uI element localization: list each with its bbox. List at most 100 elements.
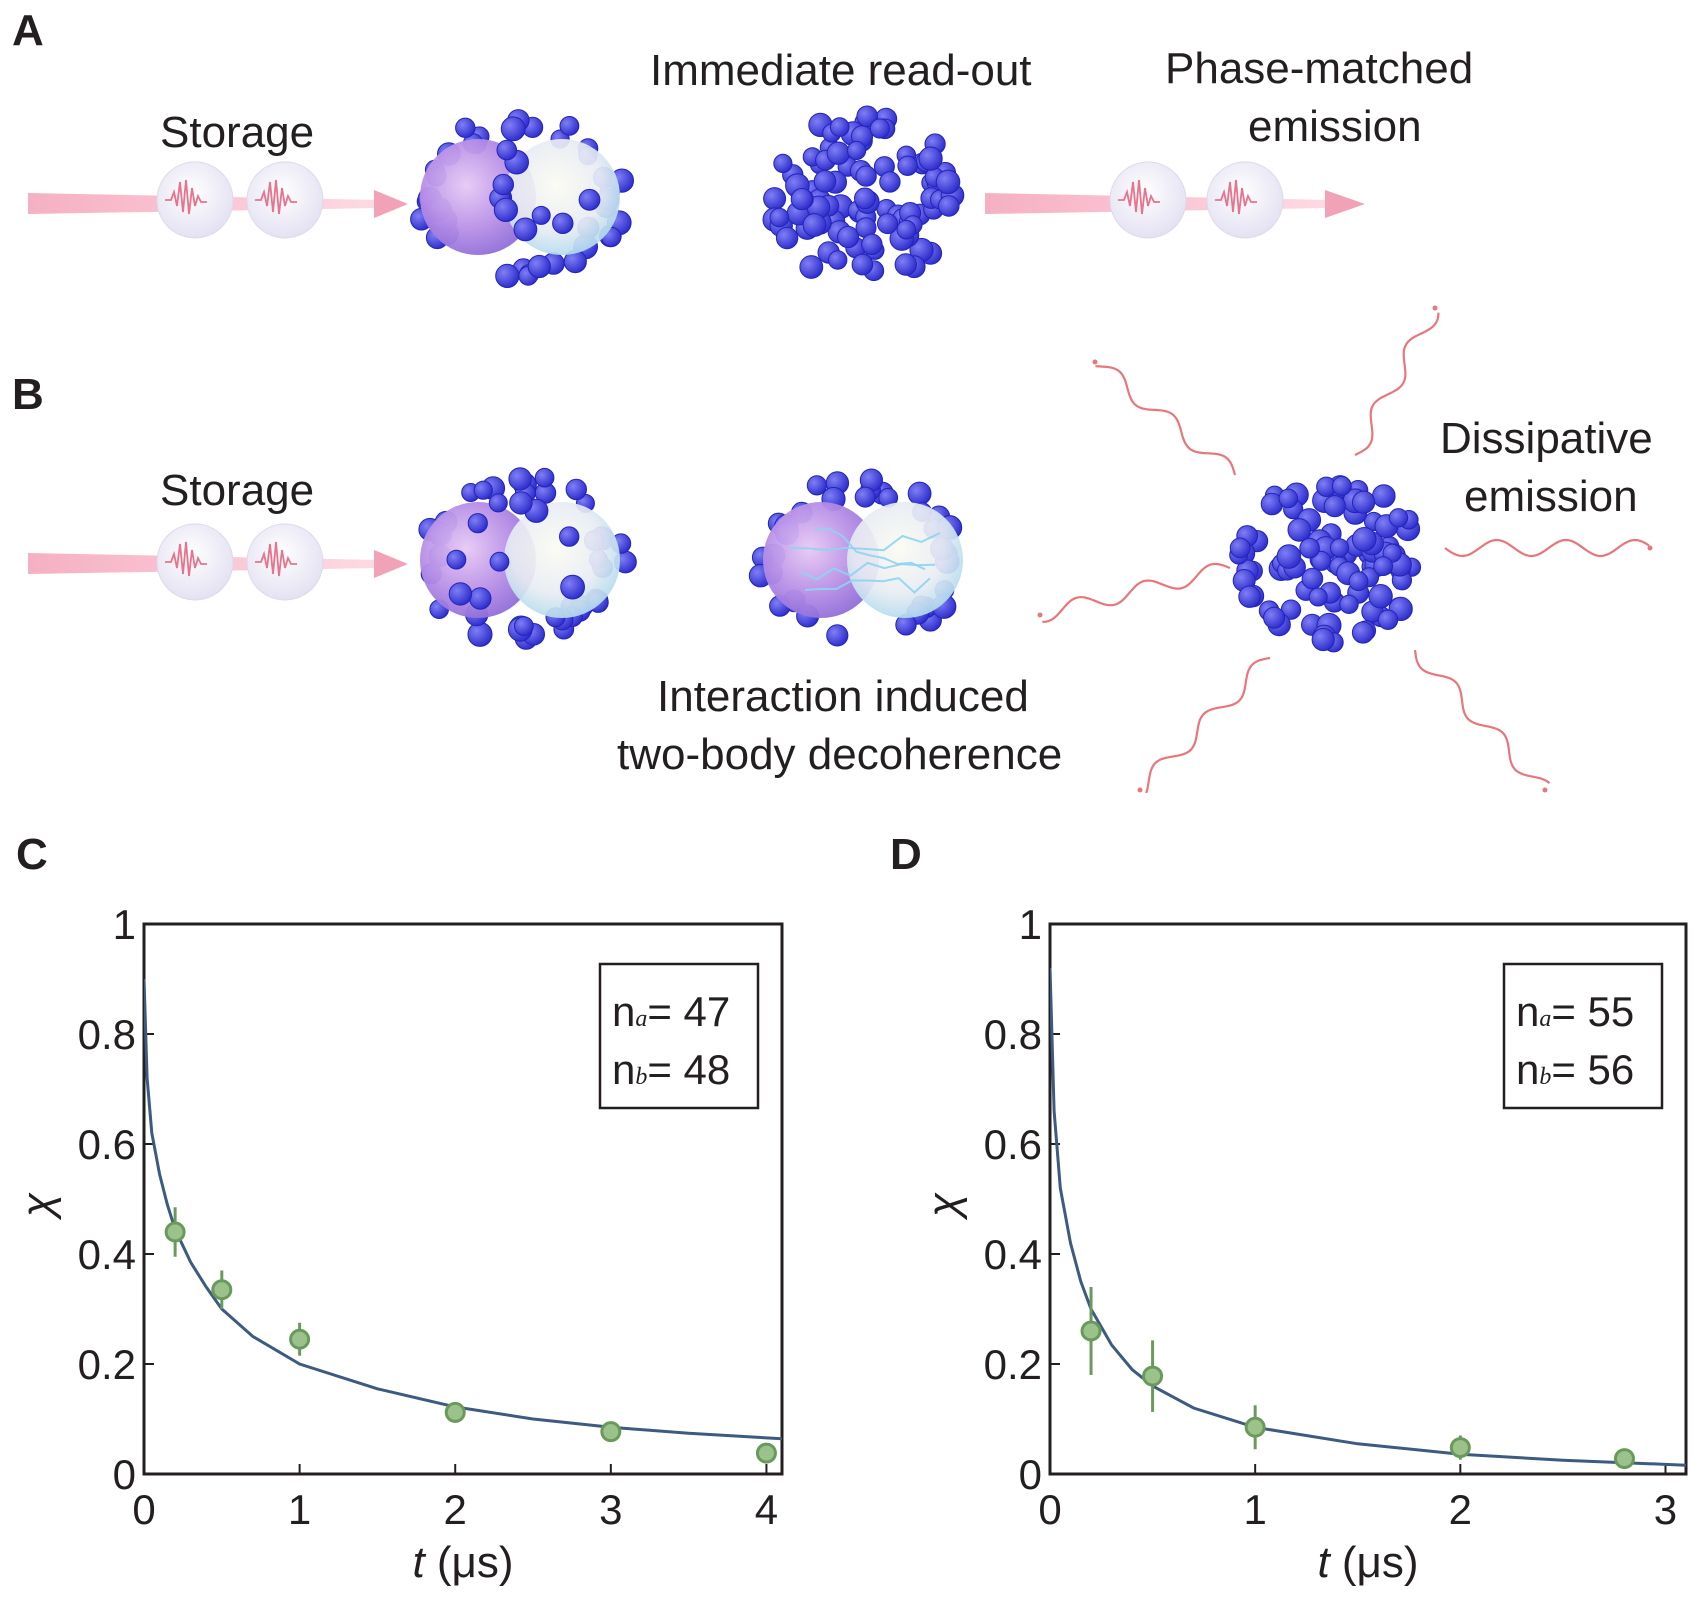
legend-box (1502, 962, 1664, 1110)
y-tick-label: 0.4 (78, 1231, 136, 1278)
atom (488, 493, 508, 513)
atom (1299, 537, 1320, 559)
atom (489, 551, 510, 572)
atom (1278, 488, 1299, 509)
plot-frame (142, 922, 784, 1476)
b-atom-cloud-dissipating (1229, 475, 1422, 653)
data-point (1449, 1437, 1471, 1459)
label-b-dissipative-2: emission (1464, 472, 1638, 521)
data-point (164, 1221, 186, 1243)
atom (1372, 484, 1396, 508)
x-tick-label: 4 (755, 1486, 778, 1533)
plot-frame (1048, 922, 1688, 1476)
legend-box (598, 962, 760, 1110)
atom (763, 187, 787, 211)
label-a-phase-1: Phase-matched (1165, 44, 1474, 93)
atom (790, 188, 813, 211)
b-atom-cloud-interacting (748, 468, 963, 647)
atom (837, 225, 860, 249)
panel-letter-c: C (16, 830, 48, 879)
panel-letter-a: A (12, 6, 44, 55)
atom (495, 263, 520, 288)
data-point (1244, 1416, 1266, 1438)
label-b-interaction-2: two-body decoherence (617, 730, 1063, 779)
excitation-bubble (504, 502, 620, 618)
atom (897, 155, 918, 177)
atom (938, 195, 960, 217)
label-a-readout: Immediate read-out (650, 46, 1032, 95)
legend-entry: na= 55 (1516, 988, 1634, 1035)
atom (493, 197, 518, 222)
atom (896, 219, 917, 240)
legend-entry: nb= 56 (1516, 1046, 1634, 1093)
excitation-bubble (763, 502, 879, 618)
data-point (211, 1279, 233, 1301)
atom (856, 105, 879, 128)
atom (869, 118, 891, 139)
legend-entry: na= 47 (612, 988, 730, 1035)
atom (1331, 476, 1352, 496)
atom (1351, 621, 1375, 644)
atom (879, 171, 901, 193)
atom (907, 481, 932, 506)
atom (1276, 544, 1302, 569)
y-axis-label: χ (13, 1192, 62, 1221)
atom (1352, 490, 1376, 514)
atom (469, 587, 492, 610)
atom (1287, 518, 1312, 542)
x-tick-label: 1 (288, 1486, 311, 1533)
atom (802, 213, 827, 237)
atom (508, 467, 532, 491)
data-point (600, 1421, 622, 1443)
panel-letter-d: D (890, 830, 922, 879)
b-incoming-pulses (28, 523, 408, 601)
atom (446, 549, 467, 570)
x-tick-label: 2 (444, 1486, 467, 1533)
chart-d: 0 0.2 0.4 0.6 0.8 1 0 1 2 3 t (μs) χ na= 55 nb= 56 (919, 901, 1688, 1587)
atom (1323, 495, 1346, 518)
atom (855, 165, 877, 187)
label-b-interaction-1: Interaction induced (657, 672, 1029, 721)
atom (854, 187, 876, 210)
atom (851, 253, 874, 276)
schematic-illustration (28, 105, 1653, 794)
atom (861, 233, 883, 256)
photon-wave (1413, 649, 1551, 784)
atom (527, 254, 551, 279)
a-atom-cloud-readout (762, 105, 965, 282)
label-b-storage: Storage (160, 466, 315, 515)
atom (534, 467, 555, 488)
b-atom-cloud-with-excitations (418, 467, 637, 650)
atom (559, 116, 580, 136)
photon-wave (1444, 538, 1650, 558)
y-tick-label: 0.2 (984, 1341, 1042, 1388)
excitation-bubble (847, 502, 963, 618)
atom (877, 213, 898, 235)
atom (935, 169, 961, 195)
atom (828, 250, 848, 270)
x-tick-label: 3 (1654, 1486, 1677, 1533)
b-dissipative-photons (1037, 305, 1653, 794)
atom (773, 153, 793, 173)
x-axis-label: t (μs) (1317, 1538, 1418, 1587)
y-tick-label: 0 (113, 1451, 136, 1498)
atom (467, 513, 488, 534)
y-tick-label: 0.8 (984, 1011, 1042, 1058)
atom (826, 624, 849, 647)
y-axis-label: χ (919, 1192, 968, 1221)
atom (918, 146, 943, 171)
atom (467, 621, 493, 647)
atom (492, 173, 514, 196)
atom (769, 207, 790, 228)
atom (509, 491, 533, 515)
atom (1348, 571, 1369, 592)
data-point (1080, 1320, 1102, 1342)
y-tick-label: 0.2 (78, 1341, 136, 1388)
atom (560, 574, 585, 600)
atom (813, 170, 837, 193)
a-incoming-pulses (28, 161, 408, 239)
atom (565, 478, 587, 501)
atom (829, 117, 850, 137)
atom (531, 205, 551, 225)
